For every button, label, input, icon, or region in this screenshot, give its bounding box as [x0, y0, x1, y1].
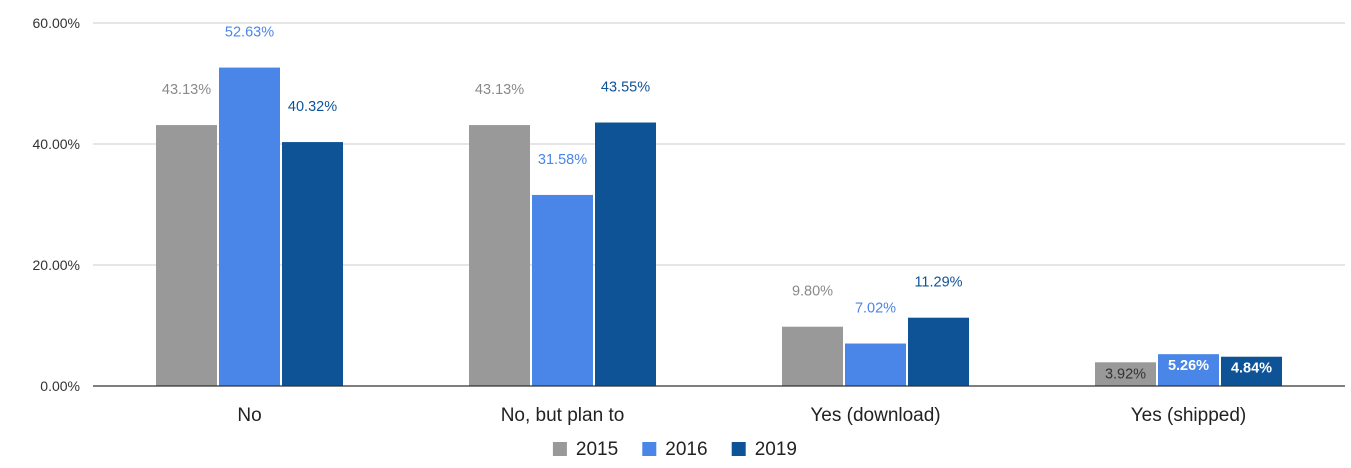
data-label: 43.13% [475, 82, 524, 98]
grid-lines [93, 22, 1345, 266]
data-label: 43.55% [601, 80, 650, 96]
bar-2016 [1158, 354, 1219, 386]
y-tick-label: 0.00% [40, 378, 80, 394]
legend-swatch-2015 [552, 442, 567, 456]
legend-swatch-2016 [642, 442, 657, 456]
bar-2019 [908, 317, 969, 386]
bars [156, 67, 1282, 387]
bar-2016 [219, 67, 280, 386]
data-label: 11.29% [914, 275, 962, 291]
bar-2019 [1221, 356, 1282, 386]
bar-2016 [532, 194, 593, 386]
data-label: 43.13% [162, 82, 211, 98]
data-label: 5.26% [1168, 358, 1209, 374]
y-tick-label: 40.00% [33, 136, 80, 152]
data-label: 3.92% [1105, 366, 1146, 382]
x-tick-label: Yes (shipped) [1131, 405, 1246, 426]
bar-2015 [782, 326, 843, 386]
legend: 2015 2016 2019 [552, 439, 797, 460]
bar-2019 [282, 142, 343, 386]
bar-2015 [469, 125, 530, 386]
legend-label: 2016 [665, 439, 707, 460]
x-tick-label: Yes (download) [810, 405, 940, 426]
y-axis: 0.00% 20.00% 40.00% 60.00% [33, 15, 80, 394]
data-label: 7.02% [855, 301, 896, 317]
bar-2019 [595, 122, 656, 387]
x-tick-label: No, but plan to [501, 405, 625, 426]
legend-swatch-2019 [731, 442, 746, 456]
bar-2015 [156, 125, 217, 386]
legend-label: 2019 [755, 439, 797, 460]
data-label: 9.80% [792, 284, 833, 300]
bar-2016 [845, 343, 906, 386]
bar-2015 [1095, 362, 1156, 386]
data-label: 31.58% [538, 152, 587, 168]
x-tick-label: No [237, 405, 261, 426]
data-label: 52.63% [225, 25, 274, 41]
data-label: 4.84% [1231, 361, 1272, 377]
legend-label: 2015 [576, 439, 618, 460]
x-axis: No No, but plan to Yes (download) Yes (ship… [237, 405, 1246, 426]
y-tick-label: 60.00% [33, 15, 80, 31]
data-labels: 43.13% 52.63% 40.32% 43.13% 31.58% 43.55% 9.80… [162, 25, 1272, 383]
data-label: 40.32% [288, 99, 337, 115]
y-tick-label: 20.00% [33, 257, 80, 273]
